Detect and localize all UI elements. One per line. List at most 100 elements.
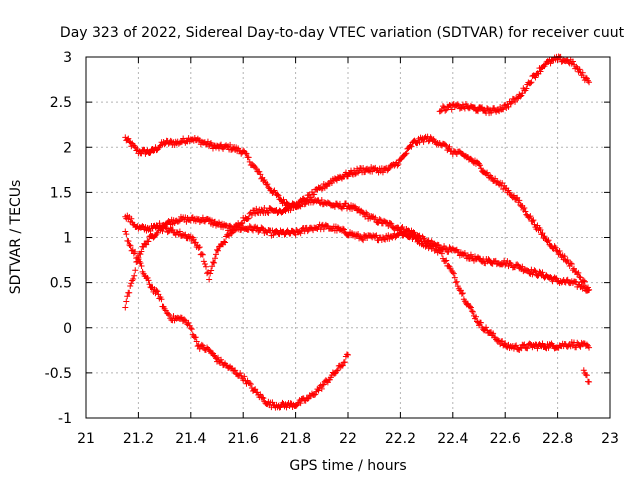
data-point bbox=[469, 308, 476, 315]
data-point bbox=[530, 217, 537, 224]
data-point bbox=[527, 341, 534, 348]
x-tick-label: 22.6 bbox=[490, 431, 521, 447]
data-point bbox=[575, 269, 582, 276]
data-point bbox=[130, 276, 137, 283]
data-point bbox=[211, 259, 218, 266]
data-point bbox=[466, 303, 473, 310]
data-point bbox=[297, 230, 304, 237]
data-point bbox=[238, 150, 245, 157]
data-point bbox=[318, 385, 325, 392]
data-point bbox=[167, 137, 174, 144]
data-point bbox=[188, 326, 195, 333]
data-point bbox=[133, 259, 140, 266]
data-point bbox=[123, 231, 130, 238]
data-point bbox=[199, 214, 206, 221]
data-point bbox=[126, 289, 133, 296]
data-point bbox=[416, 232, 423, 239]
data-point bbox=[376, 216, 383, 223]
plot-frame bbox=[85, 56, 611, 419]
y-tick-label: -0.5 bbox=[45, 366, 72, 382]
data-point bbox=[430, 242, 437, 249]
data-point bbox=[360, 165, 367, 172]
x-tick-label: 21.2 bbox=[123, 431, 154, 447]
data-point bbox=[539, 230, 546, 237]
data-point bbox=[283, 404, 290, 411]
data-point bbox=[340, 226, 347, 233]
data-point bbox=[162, 224, 169, 231]
data-point bbox=[527, 213, 534, 220]
data-point bbox=[252, 386, 259, 393]
data-point bbox=[452, 279, 459, 286]
data-point bbox=[544, 238, 551, 245]
data-point bbox=[360, 237, 367, 244]
data-point bbox=[395, 161, 402, 168]
data-point bbox=[153, 287, 160, 294]
data-point bbox=[225, 231, 232, 238]
data-point bbox=[394, 162, 401, 169]
data-point bbox=[392, 234, 399, 241]
data-point bbox=[227, 222, 234, 229]
data-point bbox=[531, 221, 538, 228]
data-point bbox=[333, 367, 340, 374]
data-point bbox=[580, 277, 587, 284]
data-point bbox=[265, 209, 272, 216]
data-point bbox=[193, 338, 200, 345]
data-point bbox=[537, 68, 544, 75]
data-point bbox=[576, 66, 583, 73]
data-point bbox=[537, 226, 544, 233]
data-point bbox=[458, 290, 465, 297]
data-point bbox=[261, 176, 268, 183]
data-point bbox=[312, 391, 319, 398]
data-point bbox=[568, 260, 575, 267]
data-point bbox=[245, 154, 252, 161]
data-point bbox=[521, 205, 528, 212]
data-point bbox=[445, 262, 452, 269]
data-point bbox=[248, 211, 255, 218]
data-point bbox=[377, 217, 384, 224]
data-point bbox=[411, 232, 418, 239]
data-point bbox=[208, 267, 215, 274]
x-tick-label: 21.8 bbox=[280, 431, 311, 447]
data-point bbox=[490, 330, 497, 337]
data-point bbox=[127, 242, 134, 249]
data-point bbox=[126, 242, 133, 249]
data-point bbox=[541, 233, 548, 240]
x-tick-label: 22 bbox=[339, 431, 357, 447]
data-point bbox=[438, 250, 445, 257]
data-point bbox=[260, 395, 267, 402]
data-point bbox=[473, 318, 480, 325]
data-point bbox=[138, 248, 145, 255]
data-point bbox=[124, 293, 131, 300]
data-point bbox=[176, 228, 183, 235]
data-point bbox=[417, 236, 424, 243]
data-point bbox=[227, 141, 234, 148]
data-point bbox=[523, 85, 530, 92]
data-point bbox=[586, 378, 593, 385]
data-point bbox=[442, 107, 449, 114]
data-point bbox=[539, 340, 546, 347]
data-point bbox=[213, 251, 220, 258]
data-point bbox=[307, 194, 314, 201]
data-point bbox=[484, 169, 491, 176]
data-point bbox=[129, 277, 136, 284]
data-point bbox=[343, 351, 350, 358]
data-point bbox=[185, 319, 192, 326]
data-point bbox=[181, 316, 188, 323]
x-tick-label: 22.8 bbox=[542, 431, 573, 447]
data-point bbox=[247, 381, 254, 388]
data-point bbox=[165, 228, 172, 235]
series-track-b bbox=[122, 212, 593, 353]
data-point bbox=[303, 197, 310, 204]
data-point bbox=[137, 251, 144, 258]
data-point bbox=[420, 138, 427, 145]
y-tick-label: 1.5 bbox=[50, 185, 72, 201]
data-point bbox=[246, 380, 253, 387]
data-point bbox=[510, 192, 517, 199]
data-point bbox=[442, 245, 449, 252]
data-point bbox=[524, 345, 531, 352]
data-point bbox=[397, 228, 404, 235]
data-point bbox=[553, 247, 560, 254]
data-point bbox=[131, 272, 138, 279]
data-point bbox=[209, 221, 216, 228]
